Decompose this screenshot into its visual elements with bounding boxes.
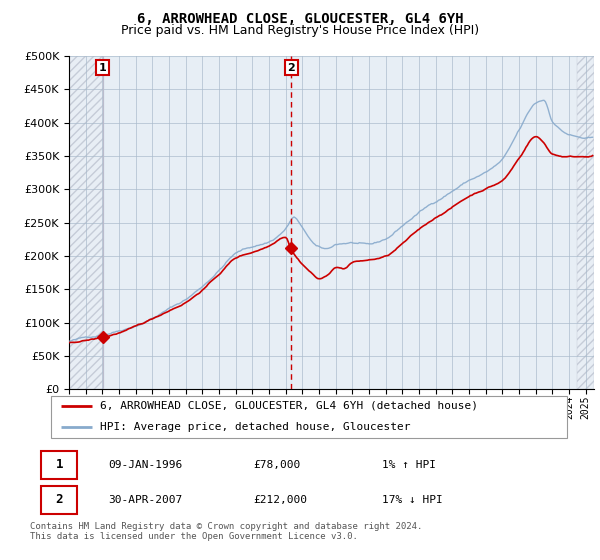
Bar xyxy=(69,56,103,389)
Bar xyxy=(103,56,291,389)
Text: 17% ↓ HPI: 17% ↓ HPI xyxy=(382,495,442,505)
Bar xyxy=(577,56,594,389)
Text: 09-JAN-1996: 09-JAN-1996 xyxy=(108,460,182,470)
Text: £212,000: £212,000 xyxy=(253,495,307,505)
Text: 1: 1 xyxy=(56,458,63,472)
FancyBboxPatch shape xyxy=(41,486,77,514)
Text: Contains HM Land Registry data © Crown copyright and database right 2024.
This d: Contains HM Land Registry data © Crown c… xyxy=(30,522,422,542)
Text: HPI: Average price, detached house, Gloucester: HPI: Average price, detached house, Glou… xyxy=(100,422,410,432)
Text: 2: 2 xyxy=(56,493,63,506)
Text: 1% ↑ HPI: 1% ↑ HPI xyxy=(382,460,436,470)
Text: Price paid vs. HM Land Registry's House Price Index (HPI): Price paid vs. HM Land Registry's House … xyxy=(121,24,479,36)
Text: 2: 2 xyxy=(287,63,295,73)
FancyBboxPatch shape xyxy=(50,395,568,438)
Bar xyxy=(69,56,103,389)
FancyBboxPatch shape xyxy=(41,451,77,479)
Text: 1: 1 xyxy=(99,63,107,73)
Text: 6, ARROWHEAD CLOSE, GLOUCESTER, GL4 6YH (detached house): 6, ARROWHEAD CLOSE, GLOUCESTER, GL4 6YH … xyxy=(100,400,478,410)
Text: 6, ARROWHEAD CLOSE, GLOUCESTER, GL4 6YH: 6, ARROWHEAD CLOSE, GLOUCESTER, GL4 6YH xyxy=(137,12,463,26)
Text: £78,000: £78,000 xyxy=(253,460,301,470)
Bar xyxy=(291,56,594,389)
Text: 30-APR-2007: 30-APR-2007 xyxy=(108,495,182,505)
